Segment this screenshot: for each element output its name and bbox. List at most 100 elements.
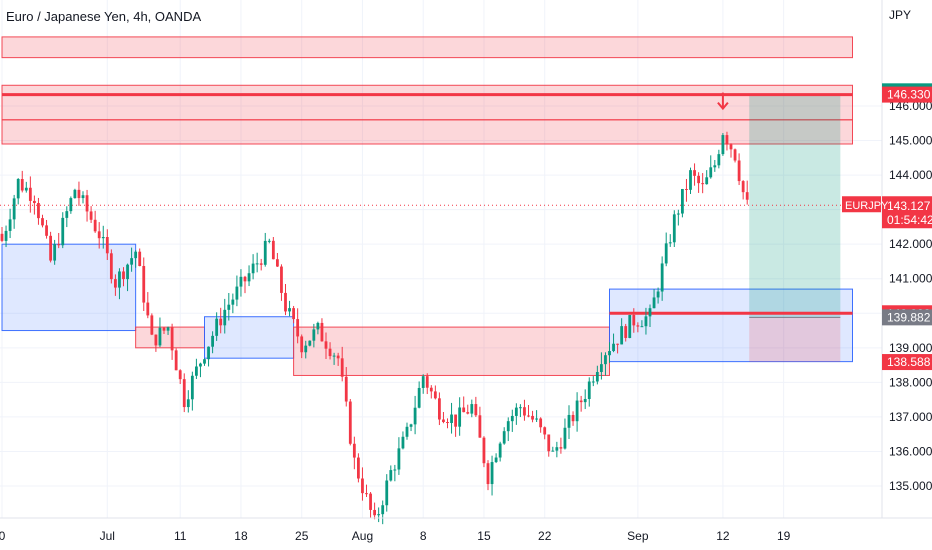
candle-body xyxy=(668,242,672,244)
candle-body xyxy=(292,308,295,320)
candle-body xyxy=(729,144,733,150)
price-tick-label: 135.000 xyxy=(889,479,932,493)
candle-body xyxy=(373,509,376,516)
candle-body xyxy=(676,213,680,215)
candle-body xyxy=(442,419,445,423)
candle-body xyxy=(543,427,547,435)
candle-body xyxy=(705,177,709,185)
price-tick-label: 144.000 xyxy=(889,168,932,182)
candle-body xyxy=(514,407,518,416)
candle-body xyxy=(612,343,615,352)
candle-body xyxy=(4,230,8,241)
candle-body xyxy=(336,355,340,359)
candle-body xyxy=(361,478,364,494)
candle-body xyxy=(701,183,705,185)
price-tag xyxy=(882,86,932,103)
candle-body xyxy=(158,327,162,346)
position-target-zone[interactable] xyxy=(749,94,841,318)
position-stop-zone[interactable] xyxy=(749,317,841,363)
candle-body xyxy=(320,322,324,342)
time-tick-label: Jul xyxy=(100,529,115,543)
candle-body xyxy=(332,355,336,357)
candle-body xyxy=(219,318,223,326)
candle-body xyxy=(85,195,89,212)
candle-body xyxy=(255,263,259,265)
candle-body xyxy=(486,463,490,485)
current-price-value: 143.127 xyxy=(887,199,931,213)
supply-zone[interactable] xyxy=(1,84,853,121)
time-tick-label: 15 xyxy=(477,529,491,543)
candle-body xyxy=(652,297,656,309)
candle-body xyxy=(300,336,304,353)
time-tick-label: 18 xyxy=(234,529,248,543)
candle-body xyxy=(498,443,502,458)
candle-body xyxy=(138,251,142,267)
candle-body xyxy=(235,286,239,300)
candle-body xyxy=(195,366,198,376)
candle-body xyxy=(215,318,219,336)
candle-body xyxy=(571,414,575,422)
price-tick-label: 142.000 xyxy=(889,237,932,251)
candle-body xyxy=(527,415,530,417)
candle-body xyxy=(563,427,567,449)
candle-body xyxy=(267,240,271,242)
arrow-down-icon xyxy=(717,101,729,111)
candle-body xyxy=(24,187,28,191)
candle-body xyxy=(239,276,243,287)
candle-body xyxy=(587,381,591,399)
candle-body xyxy=(478,415,482,438)
candle-body xyxy=(664,243,668,264)
candle-body xyxy=(567,414,571,428)
candle-body xyxy=(628,315,632,338)
candle-body xyxy=(162,327,166,331)
candle-body xyxy=(199,363,202,367)
candle-body xyxy=(551,450,555,452)
candle-body xyxy=(405,426,409,437)
candle-body xyxy=(644,316,648,327)
supply-zone[interactable] xyxy=(135,326,205,349)
candle-body xyxy=(101,237,105,239)
candle-body xyxy=(41,218,44,226)
candle-body xyxy=(340,358,344,377)
supply-zone[interactable] xyxy=(1,36,853,59)
price-tag-label: 139.882 xyxy=(887,310,931,324)
candle-body xyxy=(251,263,255,274)
candle-body xyxy=(324,341,328,349)
price-tick-label: 136.000 xyxy=(889,444,932,458)
candle-body xyxy=(616,343,619,345)
candle-body xyxy=(519,407,522,409)
candle-body xyxy=(243,276,247,282)
candle-body xyxy=(231,299,235,305)
candle-body xyxy=(713,165,717,168)
candle-body xyxy=(555,447,559,451)
candle-body xyxy=(178,370,182,380)
candle-body xyxy=(61,217,65,246)
candle-body xyxy=(134,251,138,259)
candle-body xyxy=(182,379,186,408)
candle-body xyxy=(470,404,474,414)
candle-body xyxy=(438,398,441,420)
candle-body xyxy=(425,376,429,388)
candle-body xyxy=(97,231,101,239)
time-tick-label: Aug xyxy=(352,529,373,543)
candle-body xyxy=(502,431,506,444)
candle-body xyxy=(608,351,611,356)
price-tag-label: 138.588 xyxy=(887,355,931,369)
candle-body xyxy=(16,179,20,199)
candle-body xyxy=(122,271,125,280)
candle-body xyxy=(709,167,713,178)
demand-zone[interactable] xyxy=(1,243,137,332)
candle-body xyxy=(539,418,543,428)
candle-body xyxy=(280,266,283,293)
candle-body xyxy=(365,493,368,495)
price-tick-label: 145.000 xyxy=(889,134,932,148)
symbol-title: Euro / Japanese Yen, 4h, OANDA xyxy=(6,9,202,24)
candle-body xyxy=(190,375,194,400)
supply-zone[interactable] xyxy=(1,119,853,145)
candle-body xyxy=(65,211,69,218)
time-tick-label: 12 xyxy=(716,529,730,543)
candle-body xyxy=(126,264,129,280)
